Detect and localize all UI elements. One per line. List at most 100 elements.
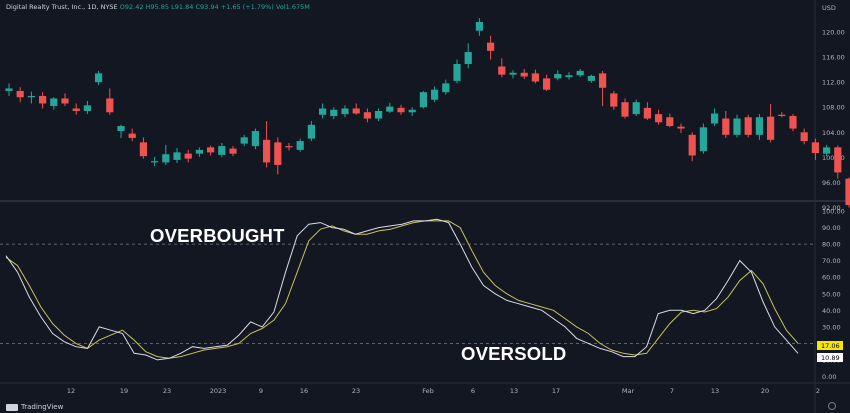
candle-body bbox=[330, 109, 338, 117]
candle-body bbox=[778, 114, 786, 117]
candle-body bbox=[643, 107, 651, 119]
candle-body bbox=[408, 109, 416, 113]
candle-body bbox=[419, 92, 427, 108]
d-value-badge bbox=[817, 353, 843, 362]
time-tick-label: 16 bbox=[300, 387, 308, 395]
gear-icon[interactable] bbox=[828, 402, 836, 410]
osc-tick-label: 0.00 bbox=[822, 373, 836, 381]
candle-body bbox=[610, 93, 618, 107]
price-tick-label: 92.00 bbox=[822, 204, 841, 212]
time-tick-label: 23 bbox=[352, 387, 360, 395]
candle-body bbox=[621, 102, 629, 117]
open-value: O92.42 bbox=[119, 3, 144, 11]
candle-body bbox=[195, 149, 203, 154]
osc-tick-label: 40.00 bbox=[822, 307, 841, 315]
candle-body bbox=[218, 146, 226, 155]
candle-body bbox=[296, 141, 304, 150]
candle-body bbox=[699, 127, 707, 152]
candle-body bbox=[95, 73, 103, 83]
time-tick-label: Mar bbox=[622, 387, 635, 395]
candle-body bbox=[83, 105, 91, 112]
candle-body bbox=[498, 66, 506, 75]
time-tick-label: 23 bbox=[163, 387, 171, 395]
candle-body bbox=[397, 107, 405, 113]
time-tick-label: 13 bbox=[510, 387, 518, 395]
candle-body bbox=[688, 134, 696, 156]
price-tick-label: 100.00 bbox=[822, 154, 845, 162]
high-value: H95.85 bbox=[145, 3, 170, 11]
candle-body bbox=[106, 98, 114, 113]
candle-body bbox=[475, 21, 483, 31]
candle-body bbox=[666, 117, 674, 127]
k-value-label: 17.06 bbox=[821, 342, 840, 350]
candle-body bbox=[274, 142, 282, 165]
candle-body bbox=[139, 142, 147, 157]
candle-body bbox=[677, 126, 685, 129]
time-tick-label: 9 bbox=[259, 387, 263, 395]
tradingview-logo[interactable]: TradingView bbox=[6, 403, 63, 411]
candle-body bbox=[352, 108, 360, 114]
candle-body bbox=[711, 113, 719, 124]
price-tick-label: 112.00 bbox=[822, 79, 845, 87]
low-value: L91.84 bbox=[171, 3, 194, 11]
osc-tick-label: 100.00 bbox=[822, 208, 845, 216]
candle-body bbox=[767, 116, 775, 140]
osc-tick-label: 60.00 bbox=[822, 274, 841, 282]
candle-body bbox=[128, 133, 136, 138]
price-tick-label: 116.00 bbox=[822, 54, 845, 62]
candle-body bbox=[207, 147, 215, 153]
candle-body bbox=[565, 75, 573, 78]
time-tick-label: 12 bbox=[67, 387, 75, 395]
osc-tick-label: 30.00 bbox=[822, 323, 841, 331]
stoch-d-line bbox=[5, 220, 799, 359]
candle-body bbox=[251, 131, 259, 147]
candle-body bbox=[229, 148, 237, 154]
time-tick-label: 2023 bbox=[210, 387, 227, 395]
candle-body bbox=[509, 72, 517, 75]
candle-body bbox=[39, 95, 47, 104]
time-tick-label: 19 bbox=[120, 387, 128, 395]
candle-body bbox=[599, 73, 607, 88]
volume-value: Vol1.675M bbox=[275, 3, 310, 11]
candle-body bbox=[151, 161, 159, 163]
d-value-label: 10.89 bbox=[821, 354, 840, 362]
currency-label: USD bbox=[822, 4, 836, 12]
candle-body bbox=[117, 126, 125, 132]
change-value: +1.65 (+1.79%) bbox=[220, 3, 274, 11]
candle-body bbox=[531, 73, 539, 82]
k-value-badge bbox=[817, 341, 843, 350]
time-tick-label: 17 bbox=[552, 387, 560, 395]
candle-body bbox=[587, 75, 595, 81]
candle-body bbox=[285, 146, 293, 148]
candle-body bbox=[61, 98, 69, 104]
candle-body bbox=[487, 42, 495, 51]
close-value: C93.94 bbox=[195, 3, 219, 11]
time-tick-label: 2 bbox=[816, 387, 820, 395]
candle-body bbox=[744, 117, 752, 135]
candle-body bbox=[16, 90, 24, 98]
candle-body bbox=[789, 116, 797, 129]
candle-body bbox=[162, 154, 170, 163]
candle-body bbox=[632, 102, 640, 115]
time-tick-label: 13 bbox=[711, 387, 719, 395]
osc-tick-label: 90.00 bbox=[822, 224, 841, 232]
candle-body bbox=[834, 147, 842, 173]
oversold-label: OVERSOLD bbox=[461, 343, 567, 364]
candle-body bbox=[173, 152, 181, 160]
osc-tick-label: 70.00 bbox=[822, 257, 841, 265]
candle-body bbox=[319, 108, 327, 115]
time-tick-label: 7 bbox=[670, 387, 674, 395]
candle-body bbox=[27, 95, 35, 98]
candle-body bbox=[464, 52, 472, 64]
candle-body bbox=[263, 139, 271, 163]
overbought-label: OVERBOUGHT bbox=[150, 225, 285, 246]
candle-body bbox=[733, 118, 741, 135]
candle-body bbox=[543, 78, 551, 90]
candle-body bbox=[307, 124, 315, 139]
candle-body bbox=[184, 153, 192, 159]
price-tick-label: 120.00 bbox=[822, 29, 845, 37]
candle-body bbox=[520, 72, 528, 77]
candle-body bbox=[50, 98, 58, 106]
candle-body bbox=[363, 112, 371, 119]
